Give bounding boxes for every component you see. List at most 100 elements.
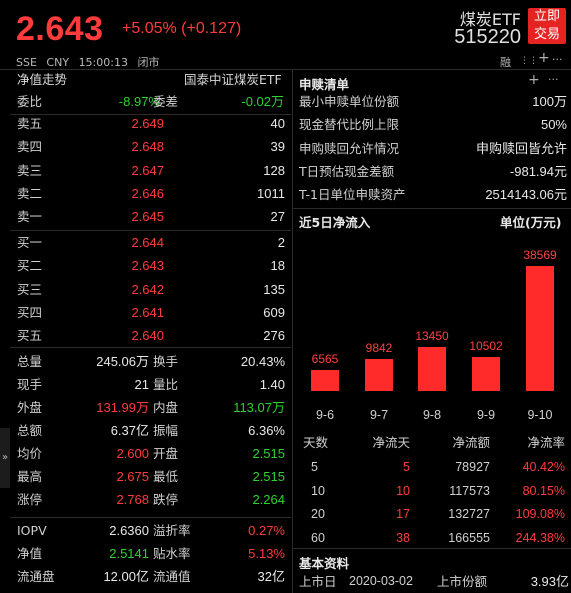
order-level-row: 卖一 2.645 27 [17, 205, 291, 228]
order-level-row: 卖三 2.647 128 [17, 159, 291, 182]
stat-value: 2.600 [116, 446, 149, 461]
inflow-date-label: 9-9 [476, 408, 496, 422]
inflow-bar-label: 9842 [365, 341, 393, 356]
nav-trend-link[interactable]: 净值走势 [17, 72, 68, 87]
inflow-table-row: 20 17 132727 109.08% [0, 503, 571, 526]
currency-label: CNY [46, 56, 70, 69]
inflow-table-cell: 244.38% [515, 530, 565, 545]
subscription-label: T-1日单位申赎资产 [299, 187, 406, 203]
order-level-volume: 1011 [257, 185, 285, 201]
stat-value: 1.40 [259, 377, 285, 392]
stat-row: 均价 2.600 开盘 2.515 [17, 442, 291, 465]
subscription-title: 申赎清单 [299, 77, 350, 92]
order-level-label: 买三 [17, 281, 43, 297]
stat-label: IOPV [17, 523, 47, 538]
stat-label: 开盘 [153, 446, 179, 461]
stat-row: 总量 245.06万 换手 20.43% [17, 350, 291, 373]
security-code: 515220 [454, 26, 521, 48]
inflow-bar-label: 38569 [523, 248, 557, 262]
stat-label: 均价 [17, 446, 43, 461]
order-level-volume: 609 [263, 304, 285, 320]
inflow-bar [311, 369, 339, 391]
order-level-price: 2.641 [131, 304, 164, 320]
order-level-label: 买一 [17, 235, 43, 250]
expand-panel-button[interactable]: » [0, 428, 10, 488]
order-level-price: 2.647 [131, 162, 164, 178]
order-level-price: 2.645 [131, 209, 164, 225]
listing-row: 上市日 2020-03-02 上市份额 3.93亿 [299, 574, 569, 589]
inflow-table-heading: 净流天 [372, 436, 410, 450]
inflow-table-row: 5 5 78927 40.42% [0, 456, 571, 479]
order-level-label: 卖四 [17, 139, 43, 155]
order-level-label: 买二 [17, 258, 43, 274]
subscription-row: T日预估现金差额 -981.94元 [299, 160, 567, 183]
order-level-price: 2.648 [131, 139, 164, 155]
stat-label: 流通值 [153, 569, 191, 584]
inflow-table-heading: 净流额 [452, 436, 490, 450]
stat-value: 131.99万 [96, 400, 149, 415]
trade-now-button[interactable]: 立即交易 [528, 8, 566, 44]
subscription-value: -981.94元 [509, 163, 567, 179]
order-level-price: 2.642 [131, 281, 164, 297]
inflow-table-cell: 10 [311, 483, 325, 498]
stat-value: 6.36% [248, 423, 285, 438]
order-level-volume: 135 [263, 281, 285, 297]
stat-value: 2.768 [116, 492, 149, 507]
order-level-row: 买四 2.641 609 [17, 301, 291, 324]
order-level-label: 卖一 [17, 209, 43, 225]
fund-full-name: 国泰中证煤炭ETF [184, 72, 282, 87]
order-level-volume: 40 [270, 116, 285, 131]
inflow-bar [526, 266, 554, 391]
price-change: +5.05% (+0.127) [122, 20, 242, 37]
stat-value: 20.43% [240, 354, 285, 369]
inflow-table-cell: 166555 [448, 530, 490, 545]
order-level-volume: 276 [263, 328, 285, 344]
basic-info-title: 基本资料 [299, 556, 350, 571]
inflow-table-heading: 净流率 [527, 436, 565, 450]
order-level-volume: 27 [270, 209, 285, 225]
order-level-row: 买三 2.642 135 [17, 278, 291, 301]
inflow-table-cell: 5 [403, 460, 410, 474]
stat-value: 245.06万 [96, 354, 149, 369]
inflow-bar [472, 356, 500, 391]
add-icon[interactable]: + [538, 50, 550, 66]
stat-row: 现手 21 量比 1.40 [17, 373, 291, 396]
subscription-row: 现金替代比例上限 50% [299, 113, 567, 136]
grid-icon[interactable]: ⋮⋮ [520, 56, 538, 66]
subscription-value: 100万 [532, 94, 567, 109]
inflow-table-cell: 17 [396, 507, 410, 521]
inflow-bar [418, 347, 446, 391]
quote-time: 15:00:13 [78, 56, 128, 69]
subscription-value: 50% [540, 117, 567, 133]
more-icon[interactable]: ... [552, 50, 563, 63]
security-name: 煤炭ETF [459, 10, 521, 29]
order-level-price: 2.644 [131, 235, 164, 250]
margin-icon[interactable]: 融 [500, 56, 511, 69]
order-level-label: 卖二 [17, 185, 43, 201]
more-icon[interactable]: ... [548, 70, 559, 83]
inflow-table-cell: 80.15% [522, 483, 565, 498]
stat-row: 净值 2.5141 贴水率 5.13% [17, 542, 291, 565]
stat-value: 21 [134, 377, 149, 392]
inflow-table-header: 天数 净流天 净流额 净流率 [0, 432, 571, 455]
inflow-table-cell: 109.08% [515, 507, 565, 521]
stat-value: 5.13% [248, 546, 285, 561]
stat-label: 现手 [17, 377, 43, 392]
stat-row: 涨停 2.768 跌停 2.264 [17, 488, 291, 511]
exchange-label: SSE [16, 56, 37, 69]
stat-label: 溢折率 [153, 523, 191, 538]
subscription-label: 最小申赎单位份额 [299, 94, 400, 109]
order-level-row: 买五 2.640 276 [17, 324, 291, 347]
inflow-table-cell: 38 [396, 530, 410, 545]
stat-row: 最高 2.675 最低 2.515 [17, 465, 291, 488]
market-status: 闭市 [137, 56, 160, 69]
order-level-price: 2.646 [131, 185, 164, 201]
stat-value: 0.27% [248, 523, 285, 538]
subscription-row: 申购赎回允许情况 申购赎回皆允许 [299, 137, 567, 160]
order-level-price: 2.649 [131, 116, 164, 131]
subscription-label: T日预估现金差额 [299, 163, 395, 179]
stat-value: 12.00亿 [103, 569, 149, 584]
add-icon[interactable]: + [528, 72, 540, 88]
order-level-price: 2.643 [131, 258, 164, 274]
stat-value: 6.37亿 [110, 423, 149, 438]
